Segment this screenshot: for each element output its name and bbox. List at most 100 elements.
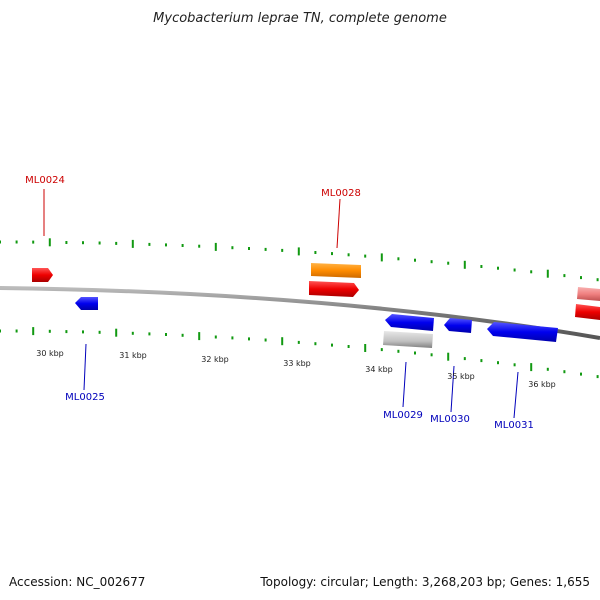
- reverse-strand-tick: [65, 330, 68, 334]
- reverse-strand-tick: [181, 333, 184, 337]
- forward-strand-tick: [513, 268, 516, 272]
- gene-feature-ml0028[interactable]: [309, 281, 359, 297]
- reverse-strand-tick: [364, 344, 367, 352]
- forward-strand-tick: [231, 246, 234, 250]
- forward-strand-tick: [48, 238, 51, 247]
- reverse-strand-tick: [380, 348, 383, 352]
- forward-strand-tick: [0, 240, 1, 244]
- reverse-strand-tick: [414, 351, 416, 355]
- forward-strand-tick: [463, 260, 466, 269]
- forward-strand-tick: [148, 242, 151, 246]
- reverse-strand-tick: [546, 367, 549, 371]
- reverse-strand-tick: [15, 329, 18, 333]
- reverse-strand-tick: [264, 338, 267, 342]
- forward-strand-tick: [447, 261, 450, 265]
- forward-strand-tick: [115, 241, 118, 245]
- leader-line-ml0031: [513, 371, 519, 419]
- gene-label-ml0024[interactable]: ML0024: [25, 175, 65, 186]
- gene-feature-ml0029-pseudo[interactable]: [383, 331, 433, 348]
- forward-strand-tick: [32, 240, 35, 244]
- reverse-strand-tick: [447, 352, 450, 361]
- reverse-strand-tick: [48, 329, 51, 333]
- reverse-strand-tick: [580, 372, 582, 376]
- genome-summary-text: Topology: circular; Length: 3,268,203 bp…: [259, 575, 590, 589]
- forward-strand-tick: [364, 254, 367, 258]
- forward-strand-tick: [480, 265, 483, 268]
- reverse-strand-tick: [596, 375, 599, 379]
- gene-label-ml0031[interactable]: ML0031: [494, 420, 534, 431]
- forward-strand-tick: [414, 258, 416, 262]
- gene-feature-ml0028-upper[interactable]: [311, 263, 361, 278]
- reverse-strand-tick: [131, 331, 134, 335]
- forward-strand-tick: [430, 260, 433, 264]
- scale-label-34kbp: 34 kbp: [365, 365, 393, 374]
- reverse-strand-tick: [463, 357, 466, 361]
- reverse-strand-tick: [198, 332, 201, 341]
- reverse-strand-tick: [148, 332, 151, 336]
- forward-strand-tick: [596, 278, 599, 282]
- reverse-strand-tick: [231, 336, 234, 340]
- accession-text: Accession: NC_002677: [9, 575, 145, 589]
- forward-strand-tick: [530, 270, 533, 274]
- reverse-strand-tick: [530, 363, 533, 372]
- forward-strand-tick: [380, 253, 383, 262]
- forward-strand-tick: [82, 241, 84, 245]
- reverse-strand-tick: [165, 333, 167, 336]
- forward-strand-tick: [347, 253, 350, 257]
- reverse-strand-tick: [563, 370, 566, 374]
- forward-strand-tick: [181, 244, 184, 247]
- forward-strand-tick: [131, 239, 134, 248]
- reverse-strand-tick: [347, 345, 350, 348]
- leader-line-ml0030: [450, 365, 455, 413]
- forward-strand-tick: [314, 251, 317, 254]
- reverse-strand-tick: [480, 359, 483, 363]
- forward-strand-tick: [198, 244, 201, 248]
- leader-line-ml0029: [402, 361, 407, 408]
- reverse-strand-tick: [0, 329, 1, 333]
- reverse-strand-tick: [297, 340, 300, 344]
- gene-label-ml0030[interactable]: ML0030: [430, 414, 470, 425]
- gene-feature-offscreen-red[interactable]: [575, 304, 600, 320]
- forward-strand-tick: [214, 242, 217, 251]
- gene-label-ml0029[interactable]: ML0029: [383, 410, 423, 421]
- forward-strand-tick: [65, 241, 68, 244]
- reverse-strand-tick: [314, 342, 317, 346]
- scale-label-31kbp: 31 kbp: [119, 351, 147, 360]
- forward-strand-tick: [331, 252, 333, 256]
- reverse-strand-tick: [430, 353, 433, 357]
- reverse-strand-tick: [497, 361, 499, 365]
- gene-feature-offscreen-pink[interactable]: [577, 287, 600, 301]
- reverse-strand-tick: [115, 328, 118, 337]
- reverse-strand-tick: [331, 343, 333, 347]
- gene-label-ml0025[interactable]: ML0025: [65, 392, 105, 403]
- reverse-strand-tick: [397, 349, 400, 353]
- gene-label-ml0028[interactable]: ML0028: [321, 188, 361, 199]
- forward-strand-tick: [281, 248, 284, 252]
- gene-feature-ml0030[interactable]: [444, 318, 472, 333]
- reverse-strand-tick: [32, 327, 35, 336]
- gene-feature-ml0025[interactable]: [75, 297, 98, 310]
- forward-strand-tick: [264, 247, 267, 251]
- map-title: Mycobacterium leprae TN, complete genome: [153, 11, 447, 26]
- reverse-strand-tick: [248, 337, 250, 341]
- leader-line-ml0028: [336, 198, 341, 249]
- forward-strand-tick: [297, 247, 300, 256]
- reverse-strand-tick: [513, 363, 516, 367]
- reverse-strand-ticks: [0, 327, 599, 379]
- gene-feature-ml0024[interactable]: [32, 268, 53, 282]
- gene-feature-ml0031[interactable]: [487, 322, 558, 342]
- scale-label-35kbp: 35 kbp: [447, 372, 475, 381]
- forward-strand-tick: [98, 241, 101, 245]
- forward-strand-tick: [165, 243, 167, 247]
- forward-strand-ticks: [0, 238, 599, 282]
- scale-label-36kbp: 36 kbp: [528, 380, 556, 389]
- forward-strand-tick: [397, 257, 400, 261]
- gene-feature-ml0029[interactable]: [385, 314, 434, 331]
- scale-label-30kbp: 30 kbp: [36, 349, 64, 358]
- forward-strand-tick: [15, 240, 18, 244]
- reverse-strand-tick: [98, 330, 101, 334]
- forward-strand-tick: [248, 247, 250, 250]
- scale-label-32kbp: 32 kbp: [201, 355, 229, 364]
